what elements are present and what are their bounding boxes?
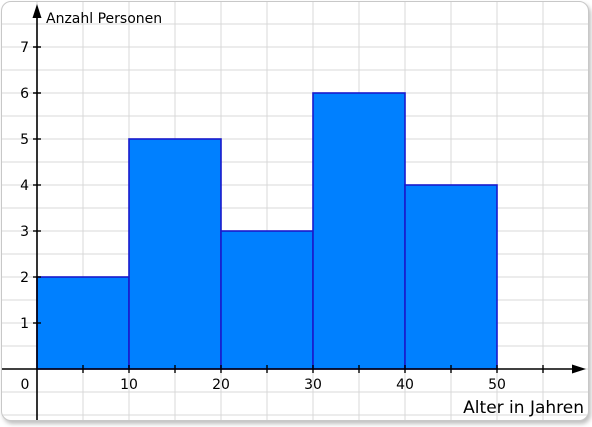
histogram-bar-0-10 xyxy=(37,277,129,369)
chart-frame: 0 10 20 30 40 50 1 2 3 4 5 6 7 Anzahl Personen Alter… xyxy=(1,1,589,421)
x-axis-arrow xyxy=(572,365,586,374)
histogram-bar-20-30 xyxy=(221,231,313,369)
y-tick-label: 3 xyxy=(20,224,29,240)
x-axis-title: Alter in Jahren xyxy=(463,398,584,418)
x-tick-label: 0 xyxy=(21,377,30,393)
x-tick-label: 20 xyxy=(212,377,230,393)
x-tick-label: 50 xyxy=(488,377,506,393)
x-tick-label: 40 xyxy=(396,377,414,393)
x-tick-label: 10 xyxy=(120,377,138,393)
y-tick-label: 1 xyxy=(20,316,29,332)
y-axis-title: Anzahl Personen xyxy=(46,11,162,27)
x-tick-label: 30 xyxy=(304,377,322,393)
histogram-bar-10-20 xyxy=(129,139,221,369)
y-tick-label: 4 xyxy=(20,178,29,194)
y-tick-label: 7 xyxy=(20,40,29,56)
histogram-chart: 0 10 20 30 40 50 1 2 3 4 5 6 7 Anzahl Personen Alter… xyxy=(2,2,588,420)
y-axis-arrow xyxy=(33,4,42,18)
y-tick-label: 6 xyxy=(20,86,29,102)
histogram-bar-40-50 xyxy=(405,185,497,369)
y-tick-label: 5 xyxy=(20,132,29,148)
y-tick-label: 2 xyxy=(20,270,29,286)
histogram-bar-30-40 xyxy=(313,93,405,369)
